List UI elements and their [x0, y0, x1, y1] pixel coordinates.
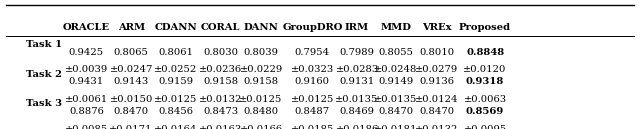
- Text: 0.9158: 0.9158: [204, 77, 238, 86]
- Text: ±0.0125: ±0.0125: [239, 95, 283, 104]
- Text: 0.8480: 0.8480: [244, 107, 278, 116]
- Text: 0.8061: 0.8061: [159, 48, 193, 57]
- Text: GroupDRO: GroupDRO: [282, 23, 342, 32]
- Text: 0.8030: 0.8030: [204, 48, 238, 57]
- Text: 0.8055: 0.8055: [378, 48, 413, 57]
- Text: ±0.0085: ±0.0085: [65, 124, 108, 129]
- Text: ±0.0120: ±0.0120: [463, 65, 507, 74]
- Text: 0.8569: 0.8569: [466, 107, 504, 116]
- Text: ±0.0181: ±0.0181: [374, 124, 417, 129]
- Text: 0.8848: 0.8848: [466, 48, 504, 57]
- Text: 0.8876: 0.8876: [69, 107, 104, 116]
- Text: ±0.0236: ±0.0236: [199, 65, 243, 74]
- Text: ±0.0166: ±0.0166: [239, 124, 283, 129]
- Text: Proposed: Proposed: [459, 23, 511, 32]
- Text: ±0.0135: ±0.0135: [335, 95, 379, 104]
- Text: CORAL: CORAL: [201, 23, 241, 32]
- Text: 0.8473: 0.8473: [204, 107, 238, 116]
- Text: ±0.0252: ±0.0252: [154, 65, 198, 74]
- Text: VREx: VREx: [422, 23, 451, 32]
- Text: 0.9149: 0.9149: [378, 77, 413, 86]
- Text: ±0.0163: ±0.0163: [199, 124, 243, 129]
- Text: ±0.0171: ±0.0171: [109, 124, 153, 129]
- Text: 0.9158: 0.9158: [244, 77, 278, 86]
- Text: ±0.0279: ±0.0279: [415, 65, 458, 74]
- Text: ±0.0132: ±0.0132: [415, 124, 458, 129]
- Text: 0.7954: 0.7954: [295, 48, 330, 57]
- Text: 0.8010: 0.8010: [419, 48, 454, 57]
- Text: ±0.0135: ±0.0135: [374, 95, 417, 104]
- Text: CDANN: CDANN: [155, 23, 197, 32]
- Text: ±0.0247: ±0.0247: [109, 65, 153, 74]
- Text: ±0.0061: ±0.0061: [65, 95, 108, 104]
- Text: 0.9159: 0.9159: [159, 77, 193, 86]
- Text: 0.8065: 0.8065: [114, 48, 148, 57]
- Text: 0.9431: 0.9431: [68, 77, 104, 86]
- Text: 0.9143: 0.9143: [113, 77, 149, 86]
- Text: 0.8470: 0.8470: [419, 107, 454, 116]
- Text: 0.8039: 0.8039: [244, 48, 278, 57]
- Text: 0.9425: 0.9425: [69, 48, 104, 57]
- Text: 0.8470: 0.8470: [114, 107, 148, 116]
- Text: 0.9318: 0.9318: [466, 77, 504, 86]
- Text: ±0.0185: ±0.0185: [291, 124, 334, 129]
- Text: 0.8456: 0.8456: [159, 107, 193, 116]
- Text: ARM: ARM: [118, 23, 145, 32]
- Text: 0.7989: 0.7989: [340, 48, 374, 57]
- Text: 0.9136: 0.9136: [419, 77, 454, 86]
- Text: ±0.0125: ±0.0125: [154, 95, 198, 104]
- Text: ±0.0124: ±0.0124: [415, 95, 458, 104]
- Text: ±0.0323: ±0.0323: [291, 65, 334, 74]
- Text: ±0.0039: ±0.0039: [65, 65, 108, 74]
- Text: ORACLE: ORACLE: [63, 23, 110, 32]
- Text: ±0.0186: ±0.0186: [335, 124, 379, 129]
- Text: ±0.0125: ±0.0125: [291, 95, 334, 104]
- Text: 0.9160: 0.9160: [295, 77, 330, 86]
- Text: DANN: DANN: [244, 23, 278, 32]
- Text: 0.8469: 0.8469: [340, 107, 374, 116]
- Text: 0.8487: 0.8487: [295, 107, 330, 116]
- Text: ±0.0229: ±0.0229: [239, 65, 283, 74]
- Text: MMD: MMD: [380, 23, 411, 32]
- Text: ±0.0095: ±0.0095: [463, 124, 507, 129]
- Text: ±0.0283: ±0.0283: [335, 65, 379, 74]
- Text: ±0.0132: ±0.0132: [199, 95, 243, 104]
- Text: ±0.0164: ±0.0164: [154, 124, 198, 129]
- Text: Task 1: Task 1: [26, 40, 61, 49]
- Text: Task 2: Task 2: [26, 70, 61, 79]
- Text: ±0.0248: ±0.0248: [374, 65, 417, 74]
- Text: 0.8470: 0.8470: [378, 107, 413, 116]
- Text: ±0.0063: ±0.0063: [463, 95, 507, 104]
- Text: Task 3: Task 3: [26, 99, 61, 108]
- Text: IRM: IRM: [345, 23, 369, 32]
- Text: ±0.0150: ±0.0150: [109, 95, 153, 104]
- Text: 0.9131: 0.9131: [339, 77, 375, 86]
